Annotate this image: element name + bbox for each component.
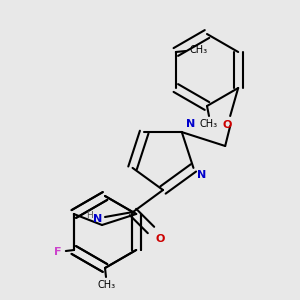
Text: N: N [186, 119, 195, 129]
Text: CH₃: CH₃ [98, 280, 116, 290]
Text: O: O [223, 120, 232, 130]
Text: CH₃: CH₃ [190, 45, 208, 55]
Text: N: N [93, 214, 102, 224]
Text: F: F [54, 247, 62, 257]
Text: N: N [197, 170, 207, 180]
Text: H: H [86, 211, 93, 220]
Text: CH₃: CH₃ [200, 119, 218, 129]
Text: O: O [155, 234, 164, 244]
